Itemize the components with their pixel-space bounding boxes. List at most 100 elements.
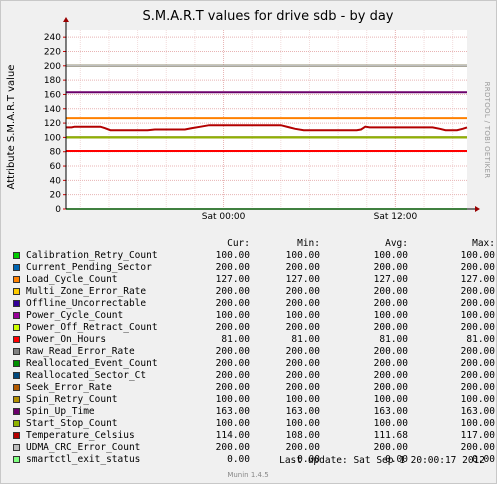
y-tick-label: 100 <box>44 133 61 143</box>
series-line <box>66 124 468 132</box>
legend-min-value: 200.00 <box>285 298 320 309</box>
legend-min-value: 200.00 <box>285 346 320 357</box>
legend-cur-value: 127.00 <box>215 274 250 285</box>
x-tick-label: Sat 00:00 <box>202 212 246 222</box>
legend-row: Spin_Up_Time 163.00 163.00 163.00 163.00 <box>10 406 495 418</box>
legend-avg-value: 127.00 <box>373 274 408 285</box>
legend-series-name: Power_Cycle_Count <box>26 310 124 321</box>
legend-swatch <box>13 360 20 367</box>
legend-avg-value: 0.00 <box>385 454 408 465</box>
header-max: Max: <box>472 238 495 249</box>
legend-max-value: 0.00 <box>472 454 495 465</box>
legend-avg-value: 200.00 <box>373 286 408 297</box>
header-cur: Cur: <box>227 238 250 249</box>
legend-avg-value: 81.00 <box>379 334 408 345</box>
y-tick-label: 80 <box>50 148 62 158</box>
legend-max-value: 200.00 <box>460 286 495 297</box>
legend-avg-value: 100.00 <box>373 310 408 321</box>
legend-header-row: Cur: Min: Avg: Max: <box>10 238 495 250</box>
legend-cur-value: 200.00 <box>215 370 250 381</box>
legend-cur-value: 100.00 <box>215 394 250 405</box>
legend-cur-value: 200.00 <box>215 358 250 369</box>
legend-row: Power_Off_Retract_Count 200.00 200.00 200.0… <box>10 322 495 334</box>
legend-cur-value: 100.00 <box>215 418 250 429</box>
legend-swatch <box>13 324 20 331</box>
header-avg: Avg: <box>385 238 408 249</box>
legend-series-name: Reallocated_Sector_Ct <box>26 370 147 381</box>
legend-row: Current_Pending_Sector 200.00 200.00 200.00… <box>10 262 495 274</box>
legend-avg-value: 200.00 <box>373 370 408 381</box>
legend-cur-value: 200.00 <box>215 382 250 393</box>
y-tick-label: 240 <box>44 33 61 43</box>
legend-series-name: Calibration_Retry_Count <box>26 250 158 261</box>
legend-row: Power_Cycle_Count 100.00 100.00 100.00 100.0… <box>10 310 495 322</box>
y-tick-label: 160 <box>44 90 61 100</box>
legend-row: Reallocated_Event_Count 200.00 200.00 200.0… <box>10 358 495 370</box>
legend-cur-value: 200.00 <box>215 346 250 357</box>
legend-swatch <box>13 300 20 307</box>
y-tick-label: 200 <box>44 62 61 72</box>
legend-min-value: 100.00 <box>285 418 320 429</box>
legend-max-value: 200.00 <box>460 370 495 381</box>
x-tick-label: Sat 12:00 <box>374 212 418 222</box>
legend-max-value: 200.00 <box>460 346 495 357</box>
munin-version: Munin 1.4.5 <box>227 471 268 479</box>
legend-cur-value: 0.00 <box>227 454 250 465</box>
legend-max-value: 100.00 <box>460 394 495 405</box>
legend-min-value: 163.00 <box>285 406 320 417</box>
legend-min-value: 0.00 <box>297 454 320 465</box>
legend-swatch <box>13 444 20 451</box>
legend-series-name: Temperature_Celsius <box>26 430 135 441</box>
y-tick-label: 40 <box>50 176 62 186</box>
legend-swatch <box>13 276 20 283</box>
y-tick-label: 120 <box>44 119 61 129</box>
legend-series-name: Power_On_Hours <box>26 334 107 345</box>
legend-row: Multi_Zone_Error_Rate 200.00 200.00 200.00 2… <box>10 286 495 298</box>
y-tick-label: 220 <box>44 47 61 57</box>
legend-swatch <box>13 408 20 415</box>
legend-cur-value: 200.00 <box>215 286 250 297</box>
legend-max-value: 200.00 <box>460 298 495 309</box>
legend-row: Raw_Read_Error_Rate 200.00 200.00 200.00 200… <box>10 346 495 358</box>
legend-avg-value: 200.00 <box>373 358 408 369</box>
legend-cur-value: 200.00 <box>215 298 250 309</box>
legend-series-name: Spin_Retry_Count <box>26 394 118 405</box>
legend-min-value: 200.00 <box>285 262 320 273</box>
legend-row: Reallocated_Sector_Ct 200.00 200.00 200.00 2… <box>10 370 495 382</box>
legend-min-value: 108.00 <box>285 430 320 441</box>
legend-series-name: UDMA_CRC_Error_Count <box>26 442 141 453</box>
legend-cur-value: 200.00 <box>215 442 250 453</box>
legend-swatch <box>13 432 20 439</box>
y-tick-label: 0 <box>55 205 61 215</box>
legend-series-name: Reallocated_Event_Count <box>26 358 158 369</box>
legend-series-name: Current_Pending_Sector <box>26 262 152 273</box>
legend-min-value: 81.00 <box>291 334 320 345</box>
y-tick-label: 180 <box>44 76 61 86</box>
legend-max-value: 200.00 <box>460 262 495 273</box>
legend-min-value: 127.00 <box>285 274 320 285</box>
legend-row: Offline_Uncorrectable 200.00 200.00 200.00 2… <box>10 298 495 310</box>
legend-series-name: Offline_Uncorrectable <box>26 298 147 309</box>
legend-avg-value: 200.00 <box>373 262 408 273</box>
legend-series-name: Multi_Zone_Error_Rate <box>26 286 147 297</box>
legend-min-value: 200.00 <box>285 442 320 453</box>
legend-cur-value: 200.00 <box>215 322 250 333</box>
legend-max-value: 200.00 <box>460 442 495 453</box>
legend-avg-value: 163.00 <box>373 406 408 417</box>
y-tick-label: 20 <box>50 191 62 201</box>
legend-avg-value: 200.00 <box>373 322 408 333</box>
legend-row: Seek_Error_Rate 200.00 200.00 200.00 200.00 <box>10 382 495 394</box>
legend-swatch <box>13 420 20 427</box>
legend-min-value: 100.00 <box>285 250 320 261</box>
legend-max-value: 100.00 <box>460 250 495 261</box>
legend-max-value: 200.00 <box>460 322 495 333</box>
legend-row: Start_Stop_Count 100.00 100.00 100.00 100.00 <box>10 418 495 430</box>
legend-min-value: 100.00 <box>285 310 320 321</box>
legend-rows: Calibration_Retry_Count 100.00 100.00 100.0… <box>10 250 495 466</box>
legend-min-value: 200.00 <box>285 322 320 333</box>
y-axis-arrow <box>63 17 69 22</box>
legend-max-value: 200.00 <box>460 358 495 369</box>
legend-min-value: 200.00 <box>285 358 320 369</box>
legend-avg-value: 111.68 <box>373 430 408 441</box>
